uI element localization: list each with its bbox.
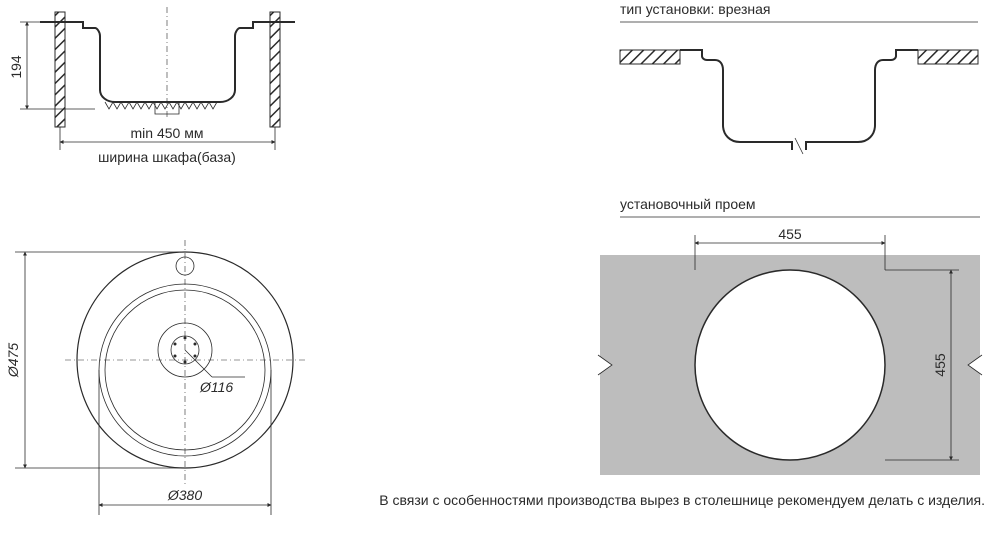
- cutout-height-label: 455: [932, 353, 948, 377]
- top-view: Ø116 Ø475 Ø380: [5, 240, 305, 515]
- cutout-width-label: 455: [778, 226, 802, 242]
- section-view: 194 min 450 мм ширина шкафа(база): [8, 7, 295, 165]
- cutout-view: установочный проем 455 455 В связи с осо…: [379, 196, 985, 508]
- cutout-note: В связи с особенностями производства выр…: [379, 492, 985, 508]
- install-type-title: тип установки: врезная: [620, 1, 771, 17]
- cutout-title: установочный проем: [620, 196, 756, 212]
- outer-diameter-label: Ø475: [5, 343, 21, 378]
- width-label: min 450 мм: [131, 125, 204, 141]
- bowl-diameter-label: Ø380: [167, 487, 202, 503]
- depth-label: 194: [8, 55, 24, 79]
- install-type-view: тип установки: врезная: [620, 1, 978, 154]
- drain-diameter-label: Ø116: [199, 379, 233, 395]
- technical-drawing: 194 min 450 мм ширина шкафа(база) тип ус…: [0, 0, 1000, 533]
- section-caption: ширина шкафа(база): [98, 149, 236, 165]
